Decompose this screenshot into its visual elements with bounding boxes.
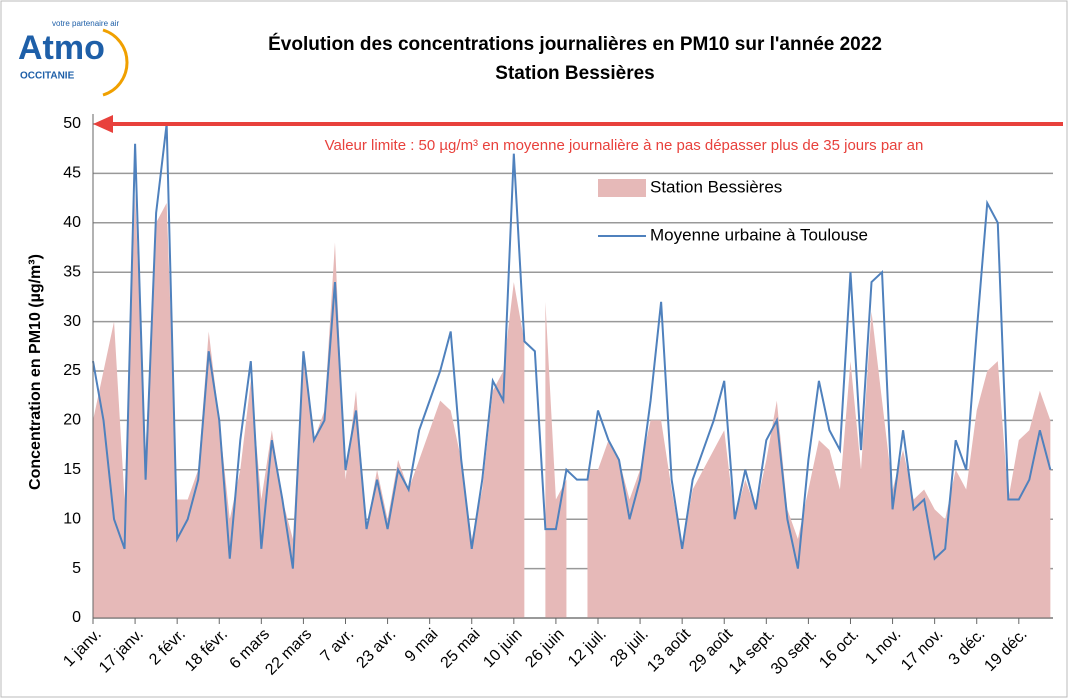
annotation: Valeur limite : 50 µg/m³ en moyenne jour…	[325, 137, 924, 154]
logo-region: OCCITANIE	[20, 71, 75, 82]
logo-name: Atmo	[18, 29, 105, 67]
y-tick-label: 0	[72, 609, 81, 626]
legend-label: Moyenne urbaine à Toulouse	[650, 225, 868, 244]
y-tick-label: 30	[63, 313, 81, 330]
y-tick-label: 40	[63, 214, 81, 231]
logo-tagline: votre partenaire air	[52, 19, 119, 28]
logo-arc	[102, 28, 129, 97]
y-tick-label: 25	[63, 362, 81, 379]
y-tick-label: 20	[63, 412, 81, 429]
y-tick-label: 15	[63, 461, 81, 478]
line	[92, 123, 1052, 569]
y-axis-label: Concentration en PM10 (µg/m³)	[27, 254, 44, 490]
y-tick-label: 50	[63, 115, 81, 132]
chart-subtitle: Station Bessières	[495, 63, 654, 84]
area	[93, 193, 1051, 618]
legend-swatch	[598, 179, 646, 197]
chart-title: Évolution des concentrations journalière…	[268, 33, 882, 55]
y-tick-label: 5	[72, 560, 81, 577]
y-tick-label: 10	[63, 510, 81, 527]
y-tick-label: 35	[63, 263, 81, 280]
y-tick-label: 45	[63, 165, 81, 182]
legend-label: Station Bessières	[650, 177, 782, 196]
threshold-arrow	[93, 115, 113, 133]
